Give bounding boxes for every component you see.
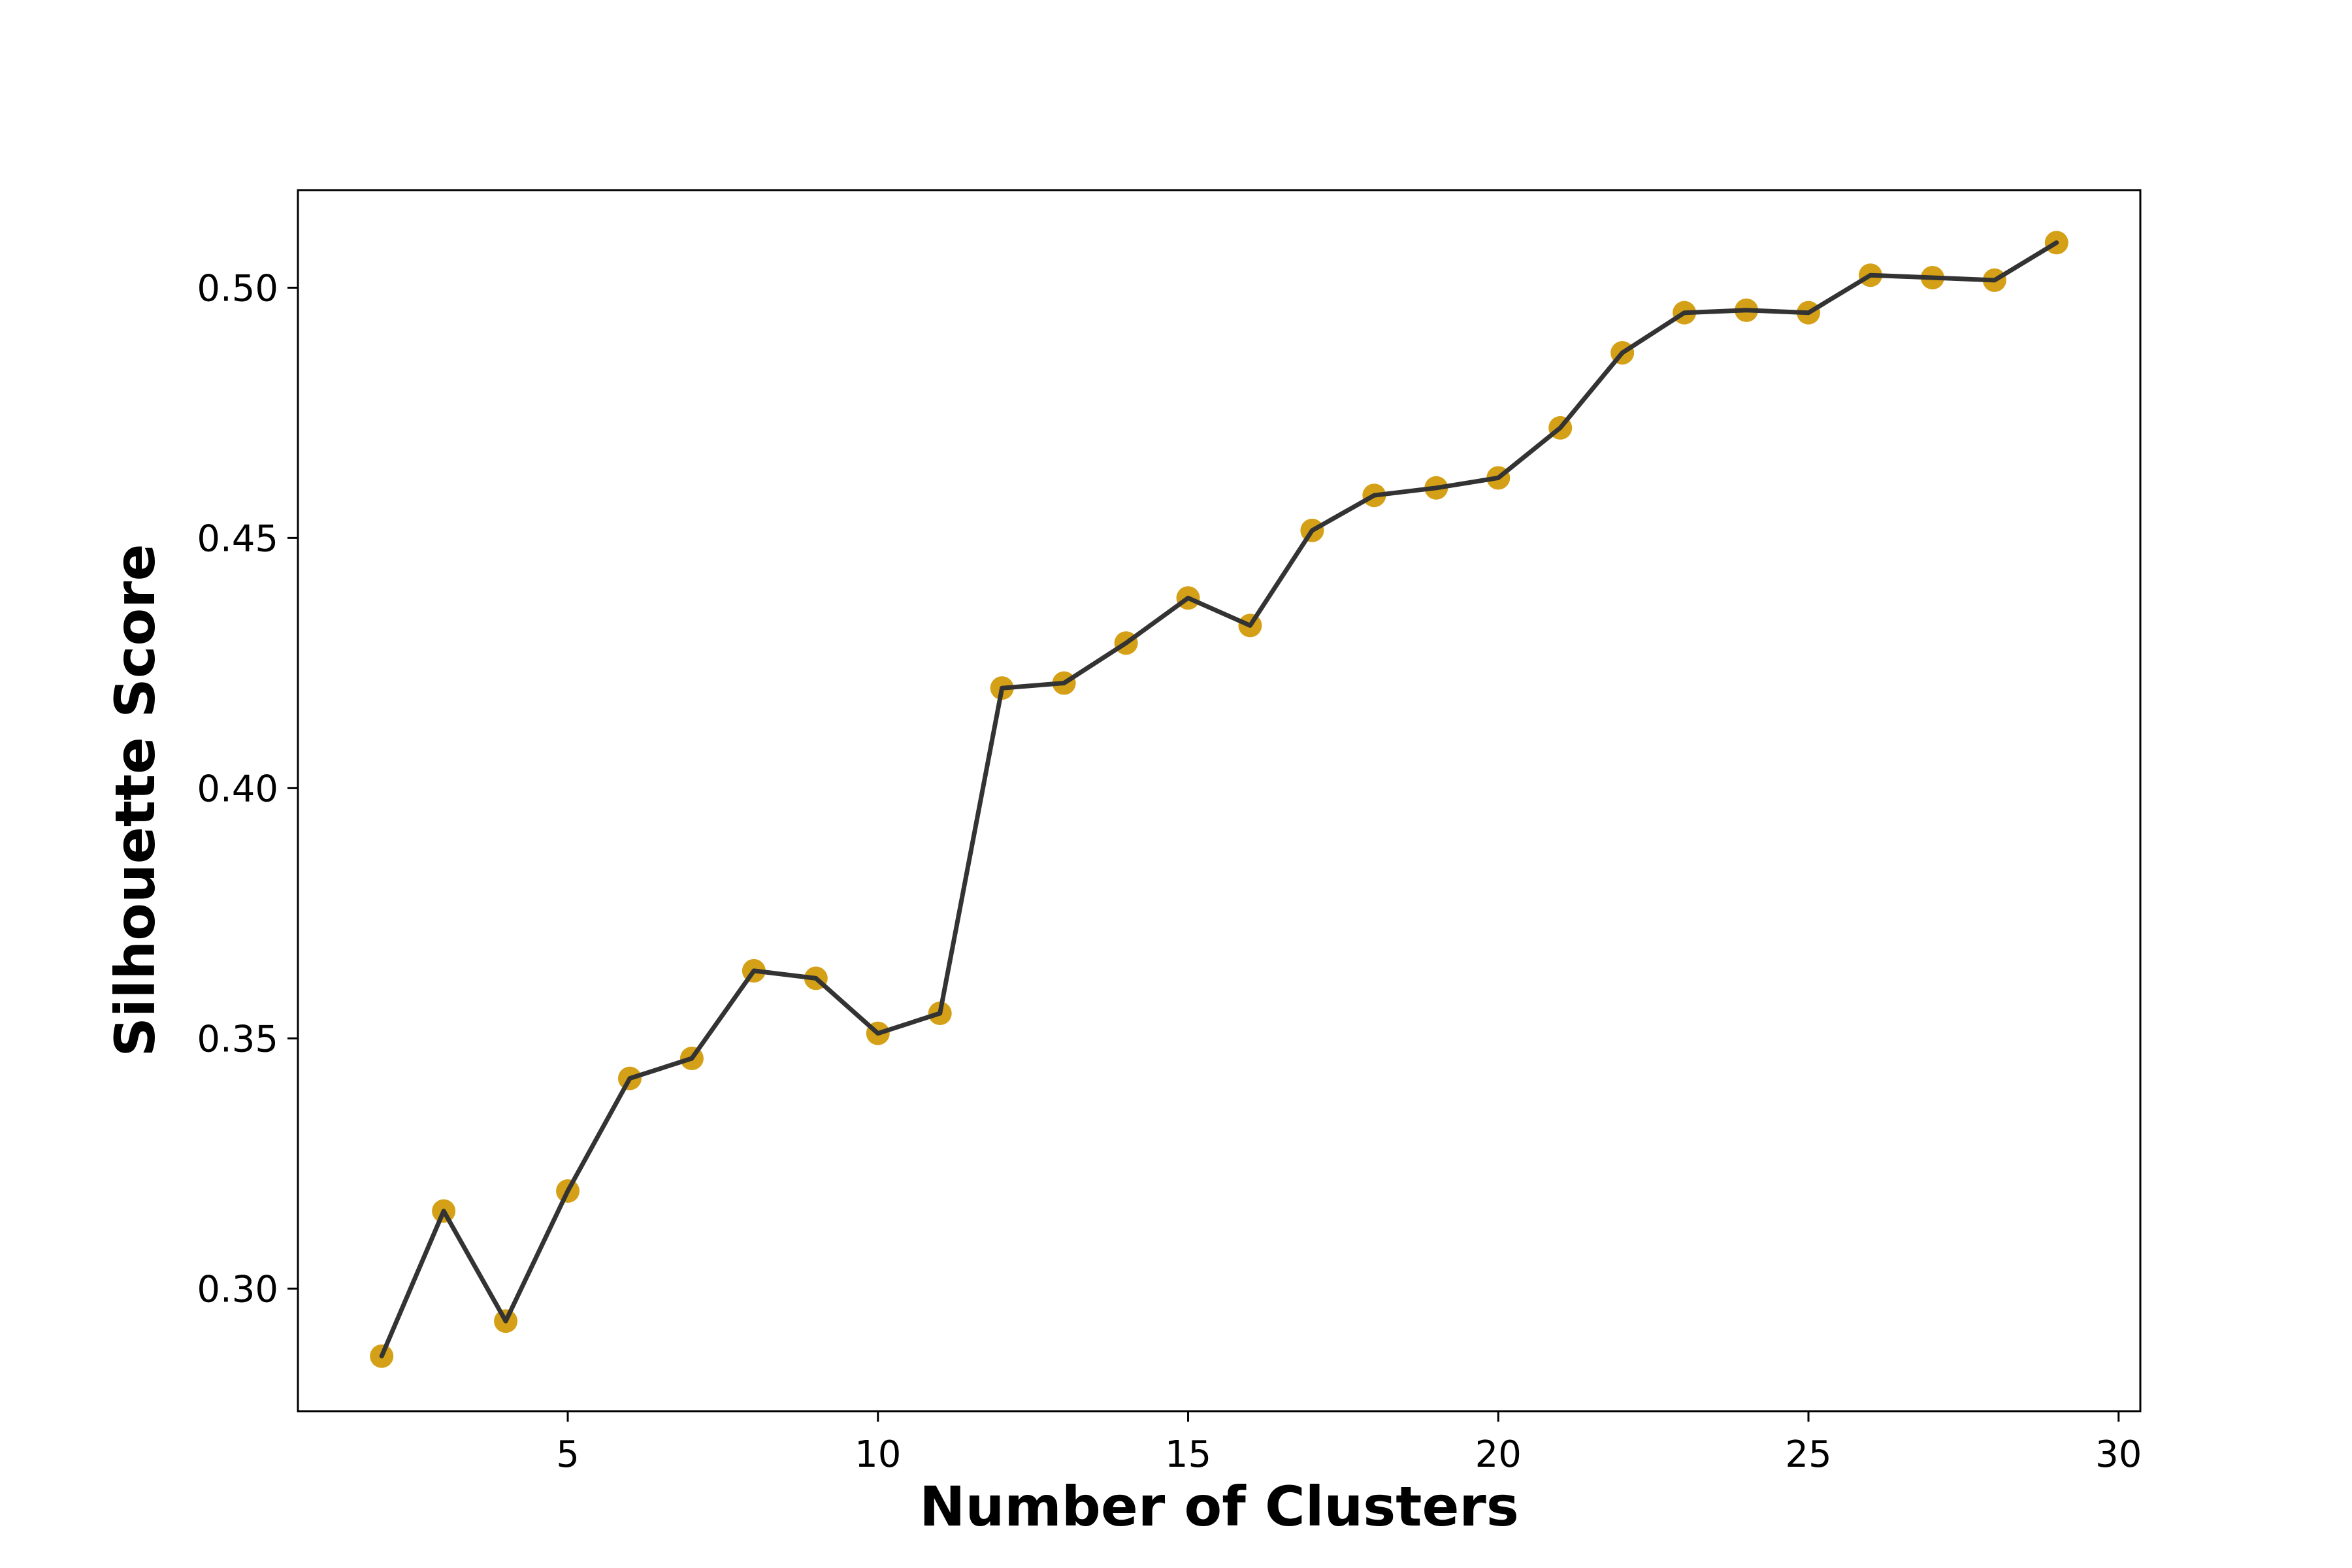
y-tick-label: 0.40 — [197, 768, 278, 810]
x-tick-label: 5 — [556, 1433, 580, 1476]
y-tick-label: 0.50 — [197, 267, 278, 310]
y-tick-label: 0.45 — [197, 517, 278, 560]
y-tick-label: 0.30 — [197, 1268, 278, 1311]
x-axis-label: Number of Clusters — [919, 1475, 1519, 1539]
x-tick-label: 10 — [855, 1433, 901, 1476]
plot-frame — [297, 189, 2142, 1413]
series-line — [379, 240, 2059, 1359]
y-axis-label: Silhouette Score — [103, 544, 167, 1056]
x-tick-label: 15 — [1165, 1433, 1211, 1476]
x-tick-label: 25 — [1785, 1433, 1831, 1476]
x-tick-label: 20 — [1475, 1433, 1522, 1476]
x-tick-label: 30 — [2095, 1433, 2142, 1476]
y-tick-label: 0.35 — [197, 1018, 278, 1060]
